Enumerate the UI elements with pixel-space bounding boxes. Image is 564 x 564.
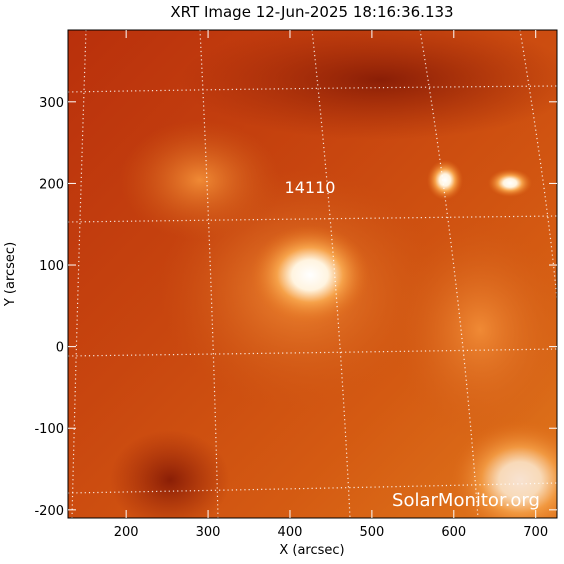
chart-title: XRT Image 12-Jun-2025 18:16:36.133 bbox=[170, 3, 453, 21]
y-tick-label: 200 bbox=[39, 177, 64, 192]
watermark: SolarMonitor.org bbox=[392, 490, 540, 511]
region-label: 14110 bbox=[285, 178, 336, 197]
x-axis-label: X (arcsec) bbox=[279, 543, 344, 558]
solar-image bbox=[68, 30, 557, 518]
y-tick-label: 100 bbox=[39, 259, 64, 274]
y-tick-label: -100 bbox=[34, 422, 64, 437]
x-tick-label: 400 bbox=[278, 525, 303, 540]
x-tick-label: 600 bbox=[441, 525, 466, 540]
y-tick-label: -200 bbox=[34, 504, 64, 519]
x-tick-label: 700 bbox=[523, 525, 548, 540]
y-tick-label: 300 bbox=[39, 96, 64, 111]
y-axis-label: Y (arcsec) bbox=[3, 242, 18, 307]
x-tick-label: 500 bbox=[359, 525, 384, 540]
x-tick-label: 300 bbox=[196, 525, 221, 540]
x-tick-label: 200 bbox=[114, 525, 139, 540]
y-tick-label: 0 bbox=[56, 341, 64, 356]
plot-frame bbox=[67, 29, 558, 519]
